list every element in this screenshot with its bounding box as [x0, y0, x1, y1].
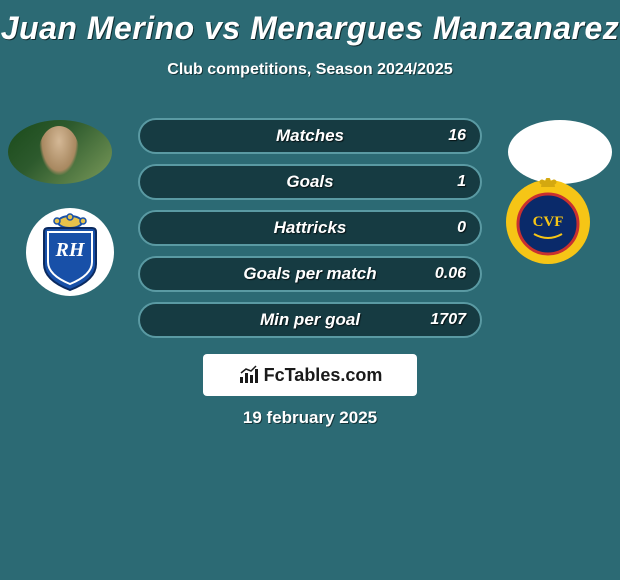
stat-label: Goals per match: [243, 264, 376, 284]
crest-left-icon: RH: [34, 212, 106, 292]
svg-text:CVF: CVF: [533, 214, 564, 230]
player-photo-left: [8, 120, 112, 184]
stat-row: Goals 1: [138, 164, 482, 200]
stat-right-value: 16: [448, 127, 466, 145]
page-title: Juan Merino vs Menargues Manzanarez: [0, 0, 620, 47]
stat-label: Goals: [286, 172, 333, 192]
player-photo-right: [508, 120, 612, 184]
brand-label: FcTables.com: [264, 365, 383, 386]
stat-row: Hattricks 0: [138, 210, 482, 246]
stat-right-value: 0.06: [435, 265, 466, 283]
crest-right-icon: CVF: [504, 178, 592, 266]
stats-list: Matches 16 Goals 1 Hattricks 0 Goals per match…: [138, 118, 482, 348]
stat-right-value: 0: [457, 219, 466, 237]
stat-label: Hattricks: [274, 218, 347, 238]
svg-text:RH: RH: [55, 239, 86, 261]
subtitle: Club competitions, Season 2024/2025: [0, 61, 620, 79]
stat-row: Goals per match 0.06: [138, 256, 482, 292]
stat-right-value: 1707: [430, 311, 466, 329]
stat-row: Matches 16: [138, 118, 482, 154]
stat-label: Matches: [276, 126, 344, 146]
chart-icon: [238, 365, 260, 385]
date-label: 19 february 2025: [243, 408, 377, 428]
stat-row: Min per goal 1707: [138, 302, 482, 338]
comparison-card: Juan Merino vs Menargues Manzanarez Club…: [0, 0, 620, 580]
player-photo-left-placeholder: [8, 120, 112, 184]
club-crest-left: RH: [26, 208, 114, 296]
stat-right-value: 1: [457, 173, 466, 191]
club-crest-right: CVF: [504, 178, 592, 266]
brand-badge[interactable]: FcTables.com: [203, 354, 417, 396]
stat-label: Min per goal: [260, 310, 360, 330]
